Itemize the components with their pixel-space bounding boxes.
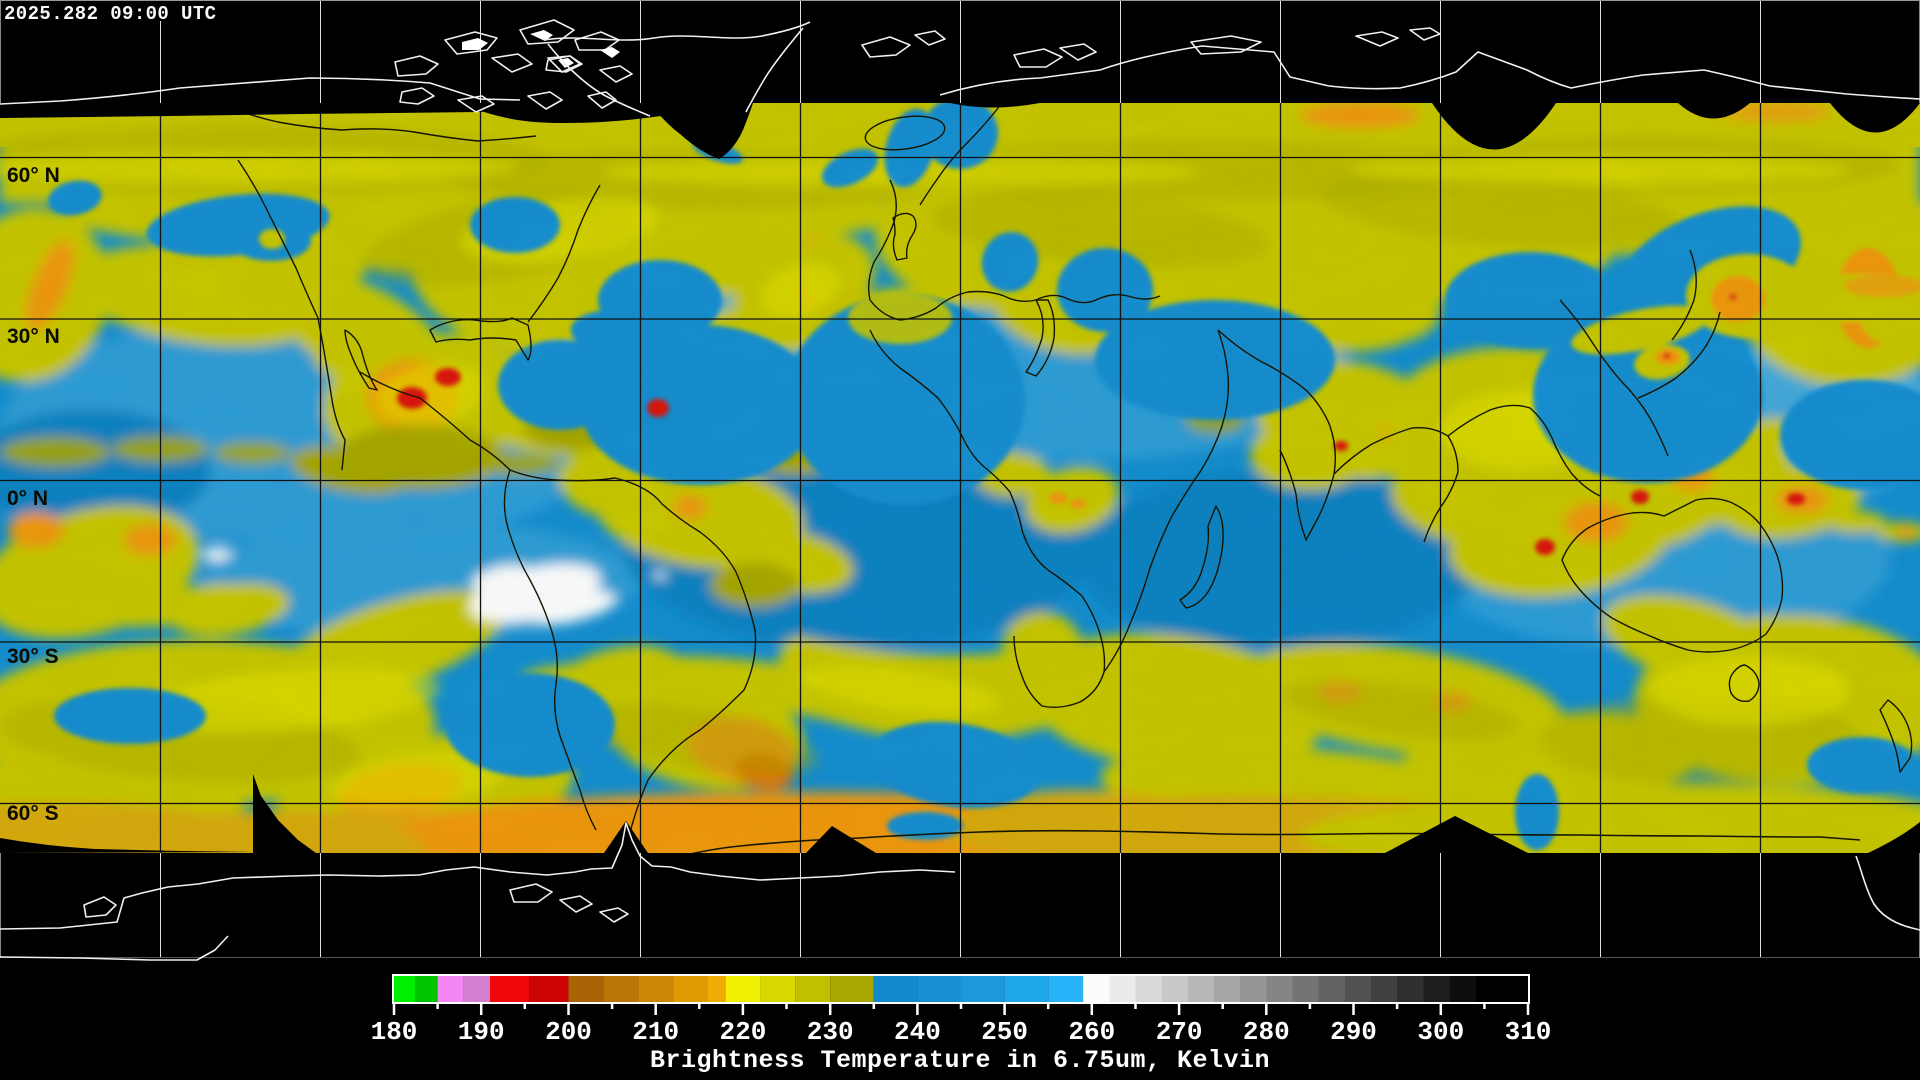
svg-text:Brightness Temperature in 6.75: Brightness Temperature in 6.75um, Kelvin — [650, 1046, 1270, 1075]
svg-text:30° S: 30° S — [7, 645, 59, 668]
svg-text:300: 300 — [1417, 1017, 1464, 1047]
svg-text:260: 260 — [1068, 1017, 1115, 1047]
svg-text:240: 240 — [894, 1017, 941, 1047]
svg-text:310: 310 — [1505, 1017, 1552, 1047]
svg-text:30° N: 30° N — [7, 325, 60, 348]
svg-text:60° S: 60° S — [7, 802, 59, 825]
svg-text:280: 280 — [1243, 1017, 1290, 1047]
svg-text:210: 210 — [632, 1017, 679, 1047]
svg-text:2025.282 09:00 UTC: 2025.282 09:00 UTC — [4, 3, 216, 25]
svg-text:250: 250 — [981, 1017, 1028, 1047]
svg-text:60° N: 60° N — [7, 164, 60, 187]
svg-text:190: 190 — [458, 1017, 505, 1047]
svg-text:230: 230 — [807, 1017, 854, 1047]
svg-text:200: 200 — [545, 1017, 592, 1047]
svg-text:180: 180 — [371, 1017, 418, 1047]
svg-text:220: 220 — [719, 1017, 766, 1047]
svg-text:270: 270 — [1156, 1017, 1203, 1047]
svg-text:0° N: 0° N — [7, 487, 48, 510]
svg-text:290: 290 — [1330, 1017, 1377, 1047]
